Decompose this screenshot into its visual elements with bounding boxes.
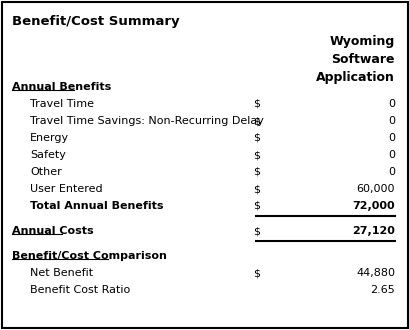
Text: $: $	[252, 150, 259, 160]
Text: 0: 0	[387, 116, 394, 126]
Text: $: $	[252, 184, 259, 194]
Text: $: $	[252, 268, 259, 278]
Text: Other: Other	[30, 167, 62, 177]
Text: $: $	[252, 99, 259, 109]
Text: Annual Costs: Annual Costs	[12, 226, 93, 236]
Text: Safety: Safety	[30, 150, 66, 160]
Text: $: $	[252, 226, 259, 236]
Text: Wyoming
Software
Application: Wyoming Software Application	[315, 35, 394, 84]
Text: Travel Time: Travel Time	[30, 99, 94, 109]
Text: 0: 0	[387, 133, 394, 143]
Text: 0: 0	[387, 99, 394, 109]
Text: 27,120: 27,120	[351, 226, 394, 236]
Text: $: $	[252, 167, 259, 177]
Text: $: $	[252, 201, 259, 211]
Text: Annual Benefits: Annual Benefits	[12, 82, 111, 92]
Text: Total Annual Benefits: Total Annual Benefits	[30, 201, 163, 211]
Text: 72,000: 72,000	[351, 201, 394, 211]
Text: Net Benefit: Net Benefit	[30, 268, 93, 278]
Text: Travel Time Savings: Non-Recurring Delay: Travel Time Savings: Non-Recurring Delay	[30, 116, 263, 126]
Text: 60,000: 60,000	[356, 184, 394, 194]
Text: Benefit/Cost Comparison: Benefit/Cost Comparison	[12, 251, 166, 261]
Text: Benefit Cost Ratio: Benefit Cost Ratio	[30, 285, 130, 295]
Text: 2.65: 2.65	[369, 285, 394, 295]
Text: 0: 0	[387, 167, 394, 177]
Text: Benefit/Cost Summary: Benefit/Cost Summary	[12, 15, 179, 28]
Text: 0: 0	[387, 150, 394, 160]
Text: User Entered: User Entered	[30, 184, 102, 194]
Text: $: $	[252, 116, 259, 126]
Text: Energy: Energy	[30, 133, 69, 143]
Text: $: $	[252, 133, 259, 143]
Text: 44,880: 44,880	[355, 268, 394, 278]
